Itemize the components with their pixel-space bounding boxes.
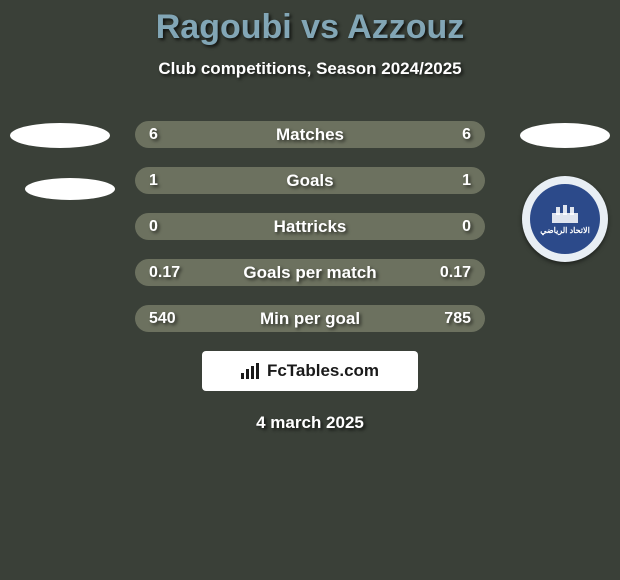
- attribution-badge: FcTables.com: [202, 351, 418, 391]
- crest-icon: [550, 203, 580, 227]
- stat-right-value: 1: [462, 172, 471, 190]
- crest-inner: الاتحاد الرياضي: [530, 184, 600, 254]
- player-left-avatar-bottom: [25, 178, 115, 200]
- stat-label: Hattricks: [135, 217, 485, 237]
- stat-row-goals: 1 Goals 1: [135, 167, 485, 194]
- stat-row-goals-per-match: 0.17 Goals per match 0.17: [135, 259, 485, 286]
- stat-row-matches: 6 Matches 6: [135, 121, 485, 148]
- page-title: Ragoubi vs Azzouz: [0, 0, 620, 47]
- player-left-avatar-top: [10, 123, 110, 148]
- stat-row-hattricks: 0 Hattricks 0: [135, 213, 485, 240]
- player-right-crest: الاتحاد الرياضي: [522, 176, 608, 262]
- bar-chart-icon: [241, 363, 261, 379]
- stat-left-value: 1: [149, 172, 158, 190]
- stat-right-value: 6: [462, 126, 471, 144]
- stat-left-value: 0.17: [149, 264, 180, 282]
- crest-text: الاتحاد الرياضي: [540, 227, 590, 236]
- stat-label: Goals per match: [135, 263, 485, 283]
- stat-left-value: 540: [149, 310, 176, 328]
- stat-right-value: 0: [462, 218, 471, 236]
- stat-row-min-per-goal: 540 Min per goal 785: [135, 305, 485, 332]
- stat-right-value: 785: [444, 310, 471, 328]
- attribution-text: FcTables.com: [267, 361, 379, 381]
- subtitle: Club competitions, Season 2024/2025: [0, 59, 620, 79]
- stat-label: Min per goal: [135, 309, 485, 329]
- stat-label: Matches: [135, 125, 485, 145]
- infographic-root: Ragoubi vs Azzouz Club competitions, Sea…: [0, 0, 620, 580]
- player-right-avatar-top: [520, 123, 610, 148]
- stat-right-value: 0.17: [440, 264, 471, 282]
- stat-left-value: 6: [149, 126, 158, 144]
- stat-left-value: 0: [149, 218, 158, 236]
- date-text: 4 march 2025: [0, 413, 620, 433]
- stat-label: Goals: [135, 171, 485, 191]
